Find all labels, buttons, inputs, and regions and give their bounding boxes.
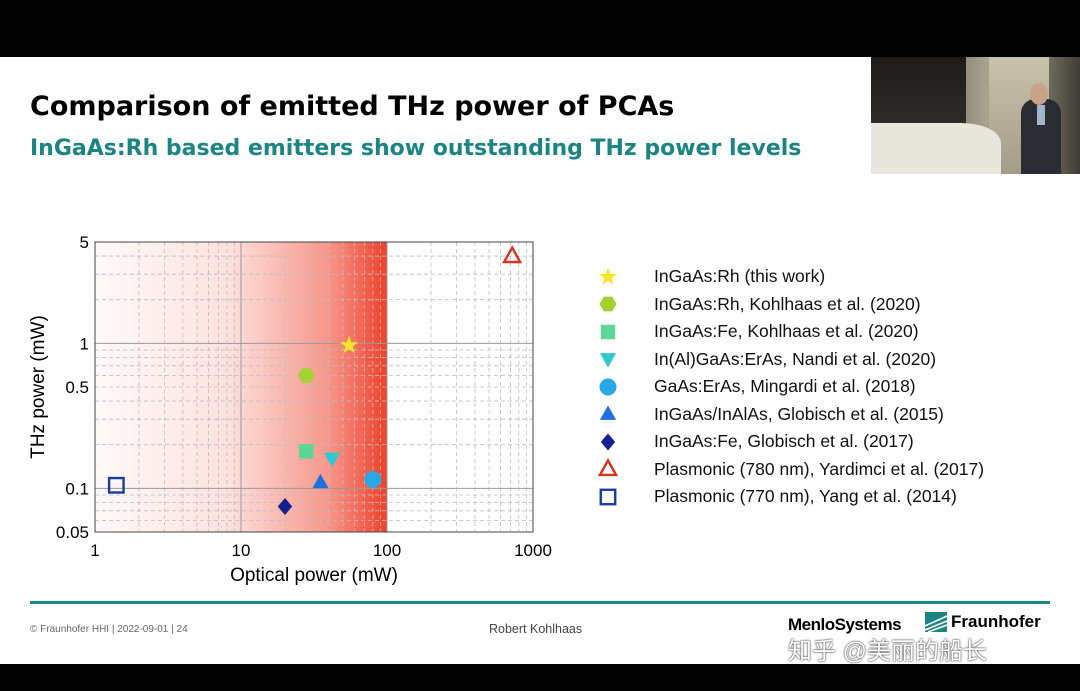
legend-marker-triangle-down — [599, 353, 617, 368]
menlo-systems-logo: MenloSystems — [788, 615, 902, 634]
y-axis-label: THz power (mW) — [28, 315, 49, 459]
footer-divider — [30, 601, 1050, 604]
plot-frame — [94, 241, 534, 533]
footer-presenter: Robert Kohlhaas — [489, 622, 583, 636]
slide-subtitle: InGaAs:Rh based emitters show outstandin… — [30, 136, 802, 161]
presenter-webcam-feed — [871, 57, 1080, 174]
legend-marker-square — [599, 488, 617, 506]
data-point-8 — [107, 476, 125, 494]
legend-item: GaAs:ErAs, Mingardi et al. (2018) — [588, 373, 984, 401]
data-point-1 — [297, 368, 315, 383]
data-point-7 — [502, 245, 523, 264]
y-tick-label: 5 — [80, 233, 89, 252]
data-point-5 — [312, 473, 329, 489]
legend-item: InGaAs/InAlAs, Globisch et al. (2015) — [588, 401, 984, 429]
legend-label: Plasmonic (780 nm), Yardimci et al. (201… — [654, 458, 985, 479]
legend-marker-diamond — [600, 433, 616, 451]
legend-item: In(Al)GaAs:ErAs, Nandi et al. (2020) — [588, 346, 984, 374]
legend-marker-triangle-up — [599, 405, 617, 421]
legend-marker-hexagon — [599, 296, 617, 312]
data-point-4 — [364, 471, 382, 489]
y-tick-label: 0.1 — [65, 479, 89, 498]
legend-label: GaAs:ErAs, Mingardi et al. (2018) — [654, 376, 916, 397]
legend-marker-star — [598, 266, 618, 285]
legend-item: InGaAs:Fe, Kohlhaas et al. (2020) — [588, 318, 984, 346]
legend-label: In(Al)GaAs:ErAs, Nandi et al. (2020) — [654, 348, 937, 369]
slide: Comparison of emitted THz power of PCAs … — [0, 57, 1080, 664]
legend-label: InGaAs:Fe, Globisch et al. (2017) — [654, 431, 914, 452]
slide-title: Comparison of emitted THz power of PCAs — [30, 91, 675, 122]
legend-label: Plasmonic (770 nm), Yang et al. (2014) — [654, 486, 957, 507]
data-point-0 — [339, 335, 359, 354]
legend-label: InGaAs:Rh (this work) — [654, 266, 826, 287]
x-tick-label: 10 — [232, 541, 251, 560]
chart-legend: InGaAs:Rh (this work) InGaAs:Rh, Kohlhaas… — [588, 263, 984, 511]
x-axis-label: Optical power (mW) — [230, 565, 398, 586]
legend-label: InGaAs/InAlAs, Globisch et al. (2015) — [654, 403, 944, 424]
fraunhofer-logo: Fraunhofer — [925, 612, 1041, 632]
legend-label: InGaAs:Rh, Kohlhaas et al. (2020) — [654, 293, 921, 314]
y-tick-label: 0.5 — [65, 378, 89, 397]
x-tick-label: 1000 — [514, 541, 552, 560]
axis-ticks: 1 10 100 1000 0.05 0.1 0.5 1 5 — [56, 233, 552, 560]
legend-item: InGaAs:Rh (this work) — [588, 263, 984, 291]
watermark-text: 知乎 @美丽的船长 — [788, 638, 988, 664]
chart-grid — [95, 242, 533, 532]
x-tick-label: 100 — [373, 541, 401, 560]
y-tick-label: 0.05 — [56, 523, 89, 542]
scatter-chart: 1 10 100 1000 0.05 0.1 0.5 1 5 Optical power (mW… — [28, 233, 552, 586]
legend-item: Plasmonic (780 nm), Yardimci et al. (201… — [588, 456, 984, 484]
fraunhofer-mark-icon — [925, 612, 947, 632]
data-point-2 — [299, 444, 314, 459]
footer-copyright: © Fraunhofer HHI | 2022-09-01 | 24 — [30, 624, 188, 635]
legend-item: InGaAs:Fe, Globisch et al. (2017) — [588, 428, 984, 456]
legend-label: InGaAs:Fe, Kohlhaas et al. (2020) — [654, 321, 919, 342]
legend-item: InGaAs:Rh, Kohlhaas et al. (2020) — [588, 291, 984, 319]
x-tick-label: 1 — [90, 541, 99, 560]
legend-marker-circle — [599, 378, 617, 396]
data-point-6 — [277, 498, 293, 515]
y-tick-label: 1 — [80, 334, 89, 353]
legend-marker-square — [600, 324, 616, 339]
legend-item: Plasmonic (770 nm), Yang et al. (2014) — [588, 483, 984, 511]
zhihu-watermark-icon — [845, 645, 865, 664]
data-points — [107, 245, 523, 515]
legend-marker-triangle-up — [597, 458, 619, 477]
data-point-3 — [323, 452, 341, 468]
